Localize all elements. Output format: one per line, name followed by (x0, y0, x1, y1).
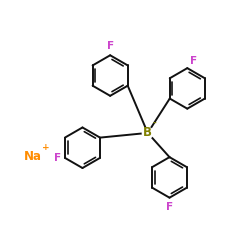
Circle shape (142, 128, 153, 138)
Text: B: B (143, 126, 152, 140)
Text: F: F (106, 41, 114, 51)
Text: F: F (54, 153, 61, 163)
Text: F: F (190, 56, 198, 66)
Text: F: F (166, 202, 173, 212)
Text: +: + (42, 143, 49, 152)
Text: -: - (153, 119, 156, 128)
Text: Na: Na (24, 150, 42, 163)
